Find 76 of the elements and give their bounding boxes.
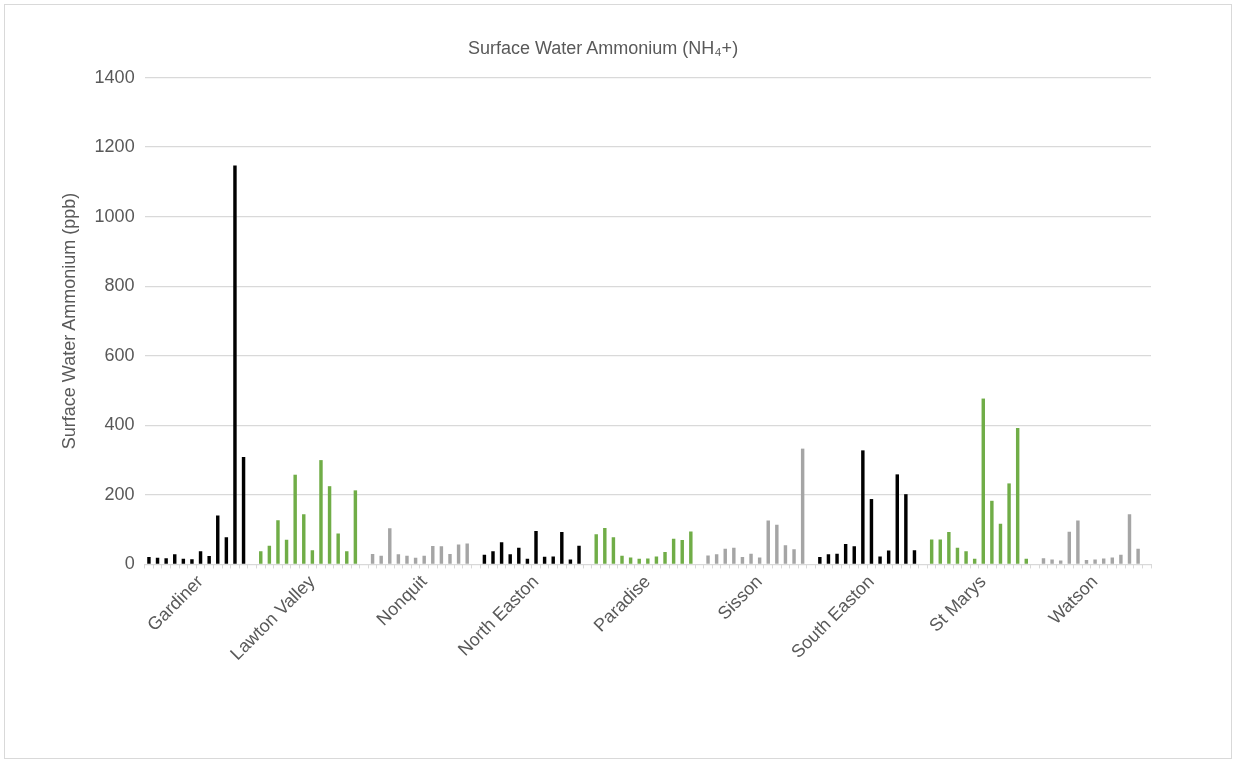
bar	[560, 532, 564, 564]
bar	[422, 555, 426, 564]
bar	[947, 532, 951, 564]
y-tick-label: 400	[104, 414, 135, 435]
bar	[319, 460, 323, 564]
bar	[818, 557, 822, 564]
bar	[1084, 559, 1089, 564]
bar	[603, 527, 607, 564]
bar	[396, 554, 401, 564]
bar	[173, 554, 177, 564]
bar	[689, 531, 693, 564]
bar	[207, 556, 211, 564]
bar	[413, 557, 418, 564]
bar	[233, 165, 237, 564]
bar	[835, 553, 839, 564]
bar	[276, 520, 280, 564]
bar	[508, 554, 512, 564]
bar	[1050, 559, 1054, 564]
bar	[293, 474, 297, 564]
bar	[465, 543, 469, 564]
bar	[861, 450, 865, 564]
bar	[1093, 559, 1097, 564]
y-tick-label: 1000	[94, 205, 135, 226]
bar	[1110, 557, 1115, 564]
y-tick-label: 600	[104, 344, 135, 365]
bar	[594, 534, 598, 564]
bar	[388, 528, 392, 564]
bar	[663, 551, 667, 564]
y-tick-label: 1400	[94, 66, 135, 87]
bar	[620, 555, 624, 564]
bar	[577, 545, 581, 564]
bar	[379, 555, 383, 564]
bar	[198, 551, 203, 564]
bar	[714, 554, 719, 564]
bar	[336, 533, 340, 564]
bar	[749, 553, 753, 564]
bar	[654, 556, 659, 564]
bar	[646, 558, 650, 564]
bar	[259, 551, 263, 564]
bar	[732, 547, 736, 564]
bar	[190, 559, 194, 564]
chart-title: Surface Water Ammonium (NH₄+)	[467, 37, 739, 58]
y-tick-label: 800	[104, 275, 135, 296]
bar	[147, 557, 151, 564]
bar	[1119, 554, 1123, 564]
bar	[517, 547, 521, 564]
bar	[164, 558, 168, 564]
bar	[155, 557, 160, 564]
bar	[1136, 548, 1140, 564]
bar	[1041, 558, 1046, 564]
bar	[740, 557, 745, 564]
bar	[448, 553, 452, 564]
bar	[878, 556, 882, 564]
bar	[1076, 520, 1080, 564]
bar	[826, 554, 831, 564]
y-tick-label: 0	[124, 553, 135, 574]
y-axis-title: Surface Water Ammonium (ppb)	[58, 192, 79, 450]
bar	[1007, 483, 1011, 564]
y-tick-label: 200	[104, 483, 135, 504]
bar	[345, 551, 349, 564]
bar	[757, 557, 762, 564]
bar	[852, 546, 856, 564]
bar	[551, 556, 555, 564]
bar	[792, 549, 796, 564]
bar	[628, 557, 633, 564]
bar	[491, 551, 495, 564]
bar	[405, 555, 409, 564]
bar	[964, 551, 968, 564]
bar	[439, 546, 444, 564]
bar	[534, 531, 538, 564]
bar	[990, 500, 994, 564]
bar	[775, 524, 779, 564]
y-tick-label: 1200	[94, 136, 135, 157]
bar	[904, 494, 908, 564]
bar	[706, 555, 710, 564]
bar	[431, 546, 435, 564]
